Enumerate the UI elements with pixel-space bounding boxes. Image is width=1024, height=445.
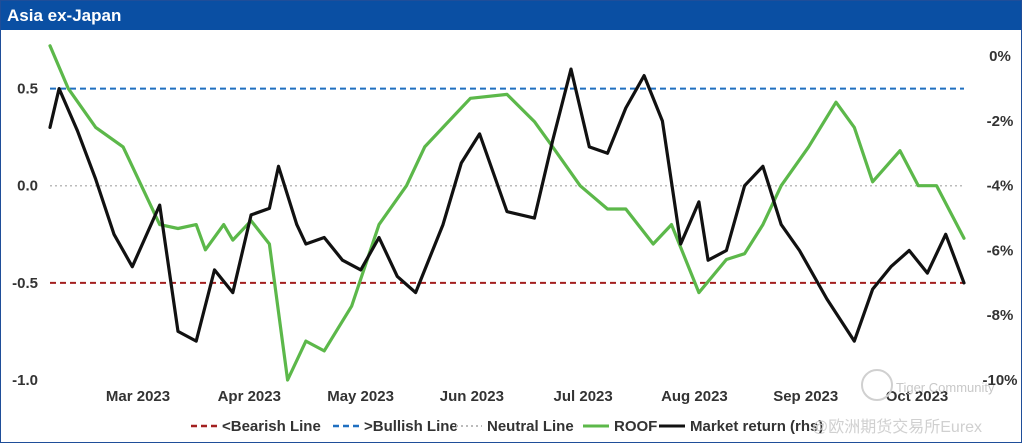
left-tick-label: 0.5 (17, 81, 38, 98)
legend-neutral-label: Neutral Line (487, 418, 574, 435)
left-tick-label: -0.5 (12, 275, 38, 292)
series-line-market-return (48, 67, 966, 343)
legend: <Bearish Line >Bullish Line Neutral Line… (191, 418, 823, 435)
right-tick-label: -8% (987, 307, 1014, 324)
left-tick-label: -1.0 (12, 372, 38, 389)
x-tick-label: May 2023 (327, 388, 394, 405)
x-tick-label: Mar 2023 (106, 388, 170, 405)
x-tick-label: Jun 2023 (440, 388, 504, 405)
tiger-logo-icon (861, 369, 893, 401)
x-tick-label: Aug 2023 (661, 388, 728, 405)
watermark-eurex: @欧洲期货交易所Eurex (812, 418, 982, 436)
legend-roof-label: ROOF (614, 418, 657, 435)
series-line-roof (48, 44, 966, 382)
x-tick-label: Oct 2023 (886, 388, 949, 405)
x-axis: Mar 2023 Apr 2023 May 2023 Jun 2023 Jul 2023… (106, 388, 948, 405)
series-layer (48, 44, 966, 382)
chart-title: Asia ex-Japan (7, 6, 122, 25)
legend-market-label: Market return (rhs) (690, 418, 823, 435)
right-tick-label: -2% (987, 113, 1014, 130)
right-axis: 0% -2% -4% -6% -8% -10% (982, 48, 1017, 389)
legend-bearish-label: <Bearish Line (222, 418, 321, 435)
left-tick-label: 0.0 (17, 178, 38, 195)
watermark: Tiger Community @欧洲期货交易所Eurex (812, 369, 995, 436)
grid-layer (50, 87, 964, 284)
left-axis: 0.5 0.0 -0.5 -1.0 (12, 81, 38, 389)
right-tick-label: -10% (982, 372, 1017, 389)
title-bar: Asia ex-Japan (1, 1, 1021, 30)
legend-bullish-label: >Bullish Line (364, 418, 458, 435)
right-tick-label: -6% (987, 242, 1014, 259)
watermark-community: Tiger Community (896, 380, 995, 395)
right-tick-label: 0% (989, 48, 1011, 65)
x-tick-label: Apr 2023 (218, 388, 281, 405)
x-tick-label: Sep 2023 (773, 388, 838, 405)
right-tick-label: -4% (987, 178, 1014, 195)
x-tick-label: Jul 2023 (554, 388, 613, 405)
